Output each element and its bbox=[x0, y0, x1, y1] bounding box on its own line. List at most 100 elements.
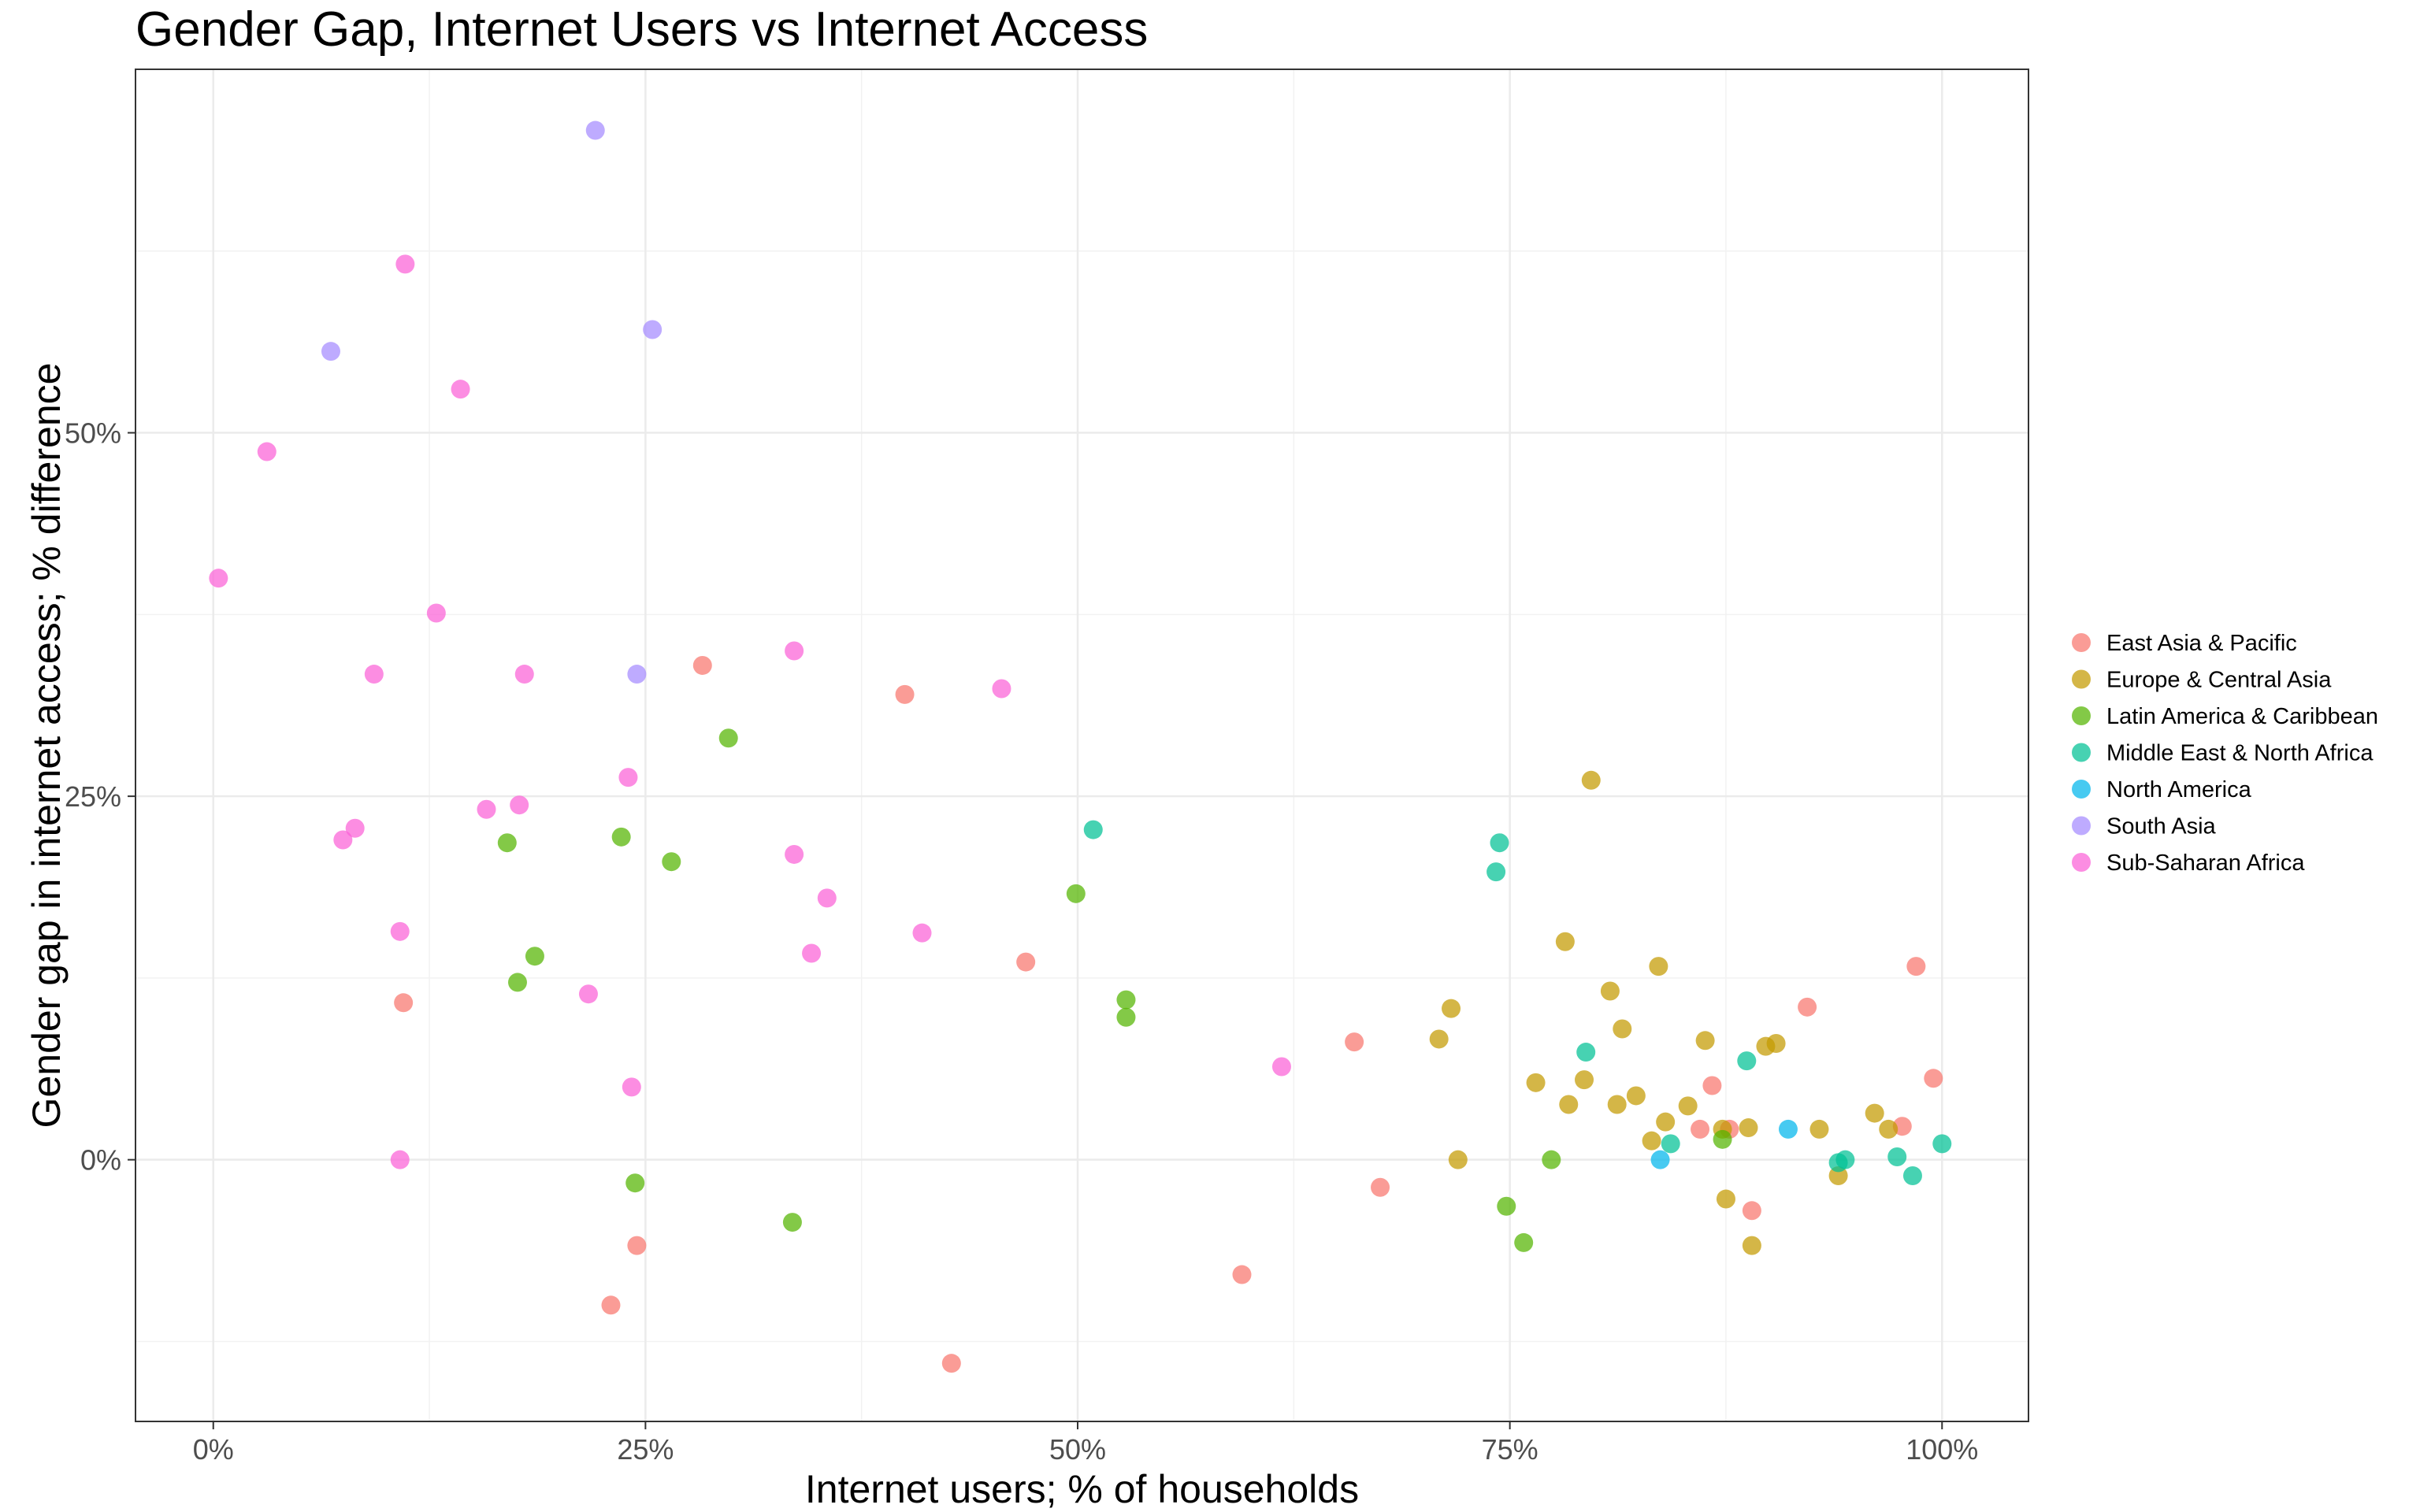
point-europe-central-asia bbox=[1575, 1070, 1594, 1090]
chart-title: Gender Gap, Internet Users vs Internet A… bbox=[135, 2, 1149, 57]
legend-label: Europe & Central Asia bbox=[2106, 668, 2332, 693]
point-europe-central-asia bbox=[1526, 1073, 1546, 1092]
major-gridlines bbox=[135, 69, 2028, 1421]
point-europe-central-asia bbox=[1559, 1095, 1579, 1114]
point-east-asia-pacific bbox=[1691, 1119, 1710, 1139]
point-sub-saharan-africa bbox=[345, 818, 365, 838]
point-europe-central-asia bbox=[1828, 1166, 1848, 1185]
point-europe-central-asia bbox=[1809, 1119, 1829, 1139]
point-europe-central-asia bbox=[1678, 1096, 1698, 1116]
point-latin-america-caribbean bbox=[525, 947, 544, 966]
point-middle-east-north-africa bbox=[1490, 833, 1509, 853]
point-latin-america-caribbean bbox=[1116, 1007, 1136, 1027]
point-latin-america-caribbean bbox=[507, 973, 527, 992]
y-tick-label: 25% bbox=[65, 780, 121, 813]
point-south-asia bbox=[321, 342, 340, 361]
point-sub-saharan-africa bbox=[390, 921, 410, 941]
point-sub-saharan-africa bbox=[510, 795, 529, 815]
point-east-asia-pacific bbox=[394, 993, 414, 1013]
point-middle-east-north-africa bbox=[1487, 862, 1506, 882]
point-europe-central-asia bbox=[1607, 1095, 1627, 1114]
point-east-asia-pacific bbox=[895, 684, 915, 704]
point-latin-america-caribbean bbox=[1514, 1232, 1534, 1252]
point-europe-central-asia bbox=[1716, 1189, 1735, 1209]
point-east-asia-pacific bbox=[1016, 952, 1036, 972]
x-tick-label: 0% bbox=[193, 1433, 234, 1466]
legend-key bbox=[2072, 780, 2091, 799]
point-latin-america-caribbean bbox=[1542, 1150, 1561, 1169]
y-axis-ticks: 0% 25% 50% bbox=[65, 417, 135, 1177]
point-sub-saharan-africa bbox=[364, 665, 384, 684]
point-north-america bbox=[1778, 1119, 1798, 1139]
point-east-asia-pacific bbox=[1906, 957, 1926, 976]
point-east-asia-pacific bbox=[1702, 1076, 1722, 1095]
point-sub-saharan-africa bbox=[395, 254, 415, 274]
point-latin-america-caribbean bbox=[1497, 1196, 1516, 1216]
point-sub-saharan-africa bbox=[451, 380, 470, 399]
point-europe-central-asia bbox=[1695, 1031, 1715, 1051]
point-europe-central-asia bbox=[1656, 1112, 1676, 1132]
point-europe-central-asia bbox=[1626, 1086, 1646, 1106]
legend-label: Latin America & Caribbean bbox=[2106, 704, 2378, 729]
legend-key bbox=[2072, 669, 2091, 689]
minor-gridlines bbox=[135, 69, 2028, 1421]
legend-key bbox=[2072, 853, 2091, 872]
point-latin-america-caribbean bbox=[662, 852, 681, 872]
point-sub-saharan-africa bbox=[992, 679, 1011, 699]
point-east-asia-pacific bbox=[601, 1295, 621, 1315]
point-east-asia-pacific bbox=[1742, 1201, 1761, 1221]
point-europe-central-asia bbox=[1642, 1131, 1661, 1151]
point-sub-saharan-africa bbox=[477, 799, 496, 819]
point-north-america bbox=[1650, 1150, 1670, 1169]
point-latin-america-caribbean bbox=[611, 827, 631, 847]
legend-key bbox=[2072, 743, 2091, 762]
point-europe-central-asia bbox=[1766, 1033, 1786, 1053]
x-axis-title: Internet users; % of households bbox=[805, 1467, 1359, 1511]
point-sub-saharan-africa bbox=[209, 569, 228, 588]
point-sub-saharan-africa bbox=[390, 1150, 410, 1169]
point-europe-central-asia bbox=[1649, 957, 1668, 976]
point-latin-america-caribbean bbox=[497, 833, 517, 853]
point-east-asia-pacific bbox=[1345, 1032, 1364, 1052]
point-sub-saharan-africa bbox=[817, 888, 837, 908]
y-tick-label: 0% bbox=[80, 1144, 121, 1177]
x-tick-label: 100% bbox=[1906, 1433, 1978, 1466]
legend-key bbox=[2072, 633, 2091, 652]
point-europe-central-asia bbox=[1613, 1019, 1632, 1039]
legend-label: Middle East & North Africa bbox=[2106, 741, 2374, 766]
point-europe-central-asia bbox=[1448, 1150, 1468, 1169]
point-middle-east-north-africa bbox=[1661, 1134, 1680, 1154]
plot-panel-border bbox=[135, 69, 2029, 1422]
point-europe-central-asia bbox=[1555, 932, 1575, 951]
point-sub-saharan-africa bbox=[785, 641, 804, 661]
point-east-asia-pacific bbox=[1924, 1069, 1943, 1088]
point-europe-central-asia bbox=[1581, 770, 1601, 790]
point-europe-central-asia bbox=[1600, 981, 1620, 1001]
point-south-asia bbox=[643, 320, 663, 339]
point-sub-saharan-africa bbox=[333, 830, 353, 850]
point-latin-america-caribbean bbox=[1116, 990, 1136, 1010]
point-latin-america-caribbean bbox=[718, 728, 738, 748]
x-axis-ticks: 0% 25% 50% 75% 100% bbox=[193, 1421, 1978, 1466]
legend-label: East Asia & Pacific bbox=[2106, 631, 2297, 656]
legend-key bbox=[2072, 706, 2091, 725]
legend-label: North America bbox=[2106, 777, 2252, 802]
x-tick-label: 50% bbox=[1049, 1433, 1106, 1466]
point-sub-saharan-africa bbox=[426, 603, 446, 623]
point-europe-central-asia bbox=[1739, 1118, 1758, 1138]
point-latin-america-caribbean bbox=[625, 1173, 645, 1193]
point-east-asia-pacific bbox=[1798, 997, 1817, 1017]
point-latin-america-caribbean bbox=[782, 1213, 802, 1232]
point-sub-saharan-africa bbox=[578, 984, 598, 1004]
point-east-asia-pacific bbox=[1232, 1265, 1252, 1284]
point-latin-america-caribbean bbox=[1066, 884, 1086, 903]
legend: East Asia & Pacific Europe & Central Asia… bbox=[2072, 631, 2378, 876]
point-middle-east-north-africa bbox=[1737, 1051, 1757, 1071]
point-latin-america-caribbean bbox=[1713, 1129, 1732, 1149]
data-points bbox=[209, 120, 1952, 1373]
point-middle-east-north-africa bbox=[1083, 820, 1103, 839]
point-europe-central-asia bbox=[1742, 1236, 1761, 1255]
point-sub-saharan-africa bbox=[912, 923, 932, 943]
point-middle-east-north-africa bbox=[1932, 1134, 1952, 1154]
